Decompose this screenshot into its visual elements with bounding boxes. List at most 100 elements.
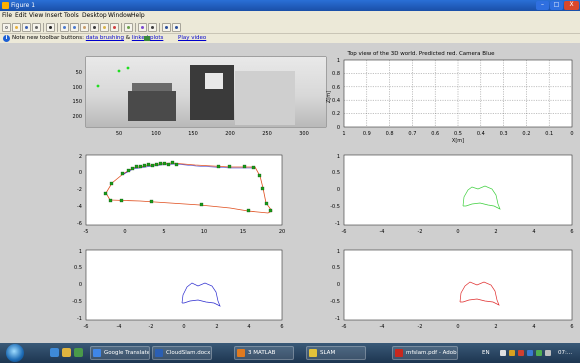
menu-window[interactable]: Window [108,12,132,19]
menu-edit[interactable]: Edit [15,12,27,19]
camera-xtick: 50 [116,131,122,137]
figure-plots: 50 100 150 200 50 100 150 200 250 300 To… [72,51,574,330]
notice-amp: & [124,35,132,41]
taskbar-item-slam[interactable]: SLAM [306,346,366,360]
red-panel-frame [343,249,573,321]
green-panel-axes: 1 0.5 0 -0.5 -1 -6 -4 -2 0 2 4 6 [330,154,573,235]
data-cursor-icon[interactable] [100,23,109,32]
menu-help[interactable]: Help [131,12,145,19]
save-figure-icon[interactable] [22,23,31,32]
taskbar-item-label: 3 MATLAB [248,350,276,356]
toolbar-separator [43,23,44,32]
open-file-icon[interactable] [12,23,21,32]
tray-icon[interactable] [518,350,524,356]
link-plot-icon[interactable] [124,23,133,32]
trajectory-xtick: -5 [84,229,89,235]
taskbar-item-mfslam-pdf[interactable]: mfslam.pdf - Adob... [392,346,458,360]
menu-desktop[interactable]: Desktop [82,12,107,19]
top-view-ytick: 1 [337,58,340,64]
matlab-icon [237,349,245,357]
taskbar-item-matlab[interactable]: 3 MATLAB [234,346,294,360]
top-view-xtick: 0.6 [431,131,439,137]
quicklaunch-explorer-icon[interactable] [62,348,71,357]
insert-legend-icon[interactable] [148,23,157,32]
trajectory-xtick: 5 [162,229,165,235]
red-xtick: 6 [570,324,573,330]
word-icon [155,349,163,357]
window-titlebar[interactable]: Figure 1 – □ X [0,0,580,11]
blue-ytick: 1 [79,249,82,255]
video-icon [144,36,150,41]
show-plot-tools-icon[interactable] [172,23,181,32]
play-video-link[interactable]: Play video [178,35,207,41]
menu-view[interactable]: View [29,12,44,19]
menu-file[interactable]: File [2,12,13,19]
top-view-ytick: 0 [337,125,340,131]
language-indicator[interactable]: EN [482,350,490,356]
top-view-xtick: 0.5 [454,131,462,137]
pan-icon[interactable] [80,23,89,32]
camera-xtick: 300 [299,131,309,137]
rotate-3d-icon[interactable] [90,23,99,32]
top-view-ytick: 0.4 [332,98,340,104]
zoom-in-icon[interactable] [60,23,69,32]
taskbar-item-cloudslam-docx[interactable]: CloudSlam.docx - ... [152,346,212,360]
camera-ytick: 50 [76,70,82,76]
camera-xtick: 100 [151,131,161,137]
tray-icon[interactable] [545,350,551,356]
blue-xtick: -6 [84,324,89,330]
minimize-button[interactable]: – [536,1,549,10]
figure-canvas: 50 100 150 200 50 100 150 200 250 300 To… [0,43,580,343]
top-view-xtick: 0.1 [545,131,553,137]
camera-xtick: 200 [225,131,235,137]
edit-plot-icon[interactable] [46,23,55,32]
start-button[interactable] [6,344,24,362]
menu-insert[interactable]: Insert [45,12,63,19]
clock[interactable]: 07:... [558,350,573,356]
red-panel-axes: 1 0.5 0 -0.5 -1 -6 -4 -2 0 2 4 6 [330,249,573,330]
red-xtick: 2 [494,324,497,330]
quicklaunch-media-icon[interactable] [74,348,83,357]
blue-ytick: -1 [77,316,82,322]
tray-icon[interactable] [536,350,542,356]
camera-feature-point [117,69,121,73]
zoom-out-icon[interactable] [70,23,79,32]
notice-text: Note new toolbar buttons: data brushing … [12,34,163,43]
top-view-axes: Top view of the 3D world. Predicted red.… [326,51,574,144]
maximize-button[interactable]: □ [550,1,563,10]
trajectory-ytick: -4 [77,204,82,210]
top-view-title: Top view of the 3D world. Predicted red.… [347,51,496,57]
top-view-xtick: 1 [342,131,345,137]
top-view-ytick: 0.8 [332,71,340,77]
quicklaunch-ie-icon[interactable] [50,348,59,357]
red-ytick: 0.5 [332,265,340,271]
menu-bar: File Edit View Insert Tools Desktop Wind… [0,11,580,21]
hide-plot-tools-icon[interactable] [162,23,171,32]
windows-taskbar: Google Translate - ... CloudSlam.docx - … [0,343,580,363]
data-brushing-link[interactable]: data brushing [85,35,125,41]
blue-xtick: -4 [117,324,122,330]
menu-tools[interactable]: Tools [64,12,79,19]
tray-icon[interactable] [500,350,506,356]
red-ytick: -1 [335,316,340,322]
green-ytick: -1 [335,221,340,227]
toolbar-separator [159,23,160,32]
insert-colorbar-icon[interactable] [138,23,147,32]
print-figure-icon[interactable] [32,23,41,32]
new-figure-icon[interactable] [2,23,11,32]
tray-icon[interactable] [509,350,515,356]
system-tray: EN 07:... [478,346,580,360]
taskbar-item-label: SLAM [320,350,336,356]
green-xtick: 6 [570,229,573,235]
camera-image-machine [128,91,176,121]
brush-icon[interactable] [110,23,119,32]
green-ytick: 0.5 [332,170,340,176]
tray-icon[interactable] [527,350,533,356]
taskbar-item-google-translate[interactable]: Google Translate - ... [90,346,150,360]
red-panel-path [459,281,500,306]
trajectory-ytick: 0 [79,170,82,176]
top-view-xtick: 0.8 [386,131,394,137]
close-button[interactable]: X [564,1,579,10]
trajectory-xtick: 0 [123,229,126,235]
camera-xtick: 150 [188,131,198,137]
